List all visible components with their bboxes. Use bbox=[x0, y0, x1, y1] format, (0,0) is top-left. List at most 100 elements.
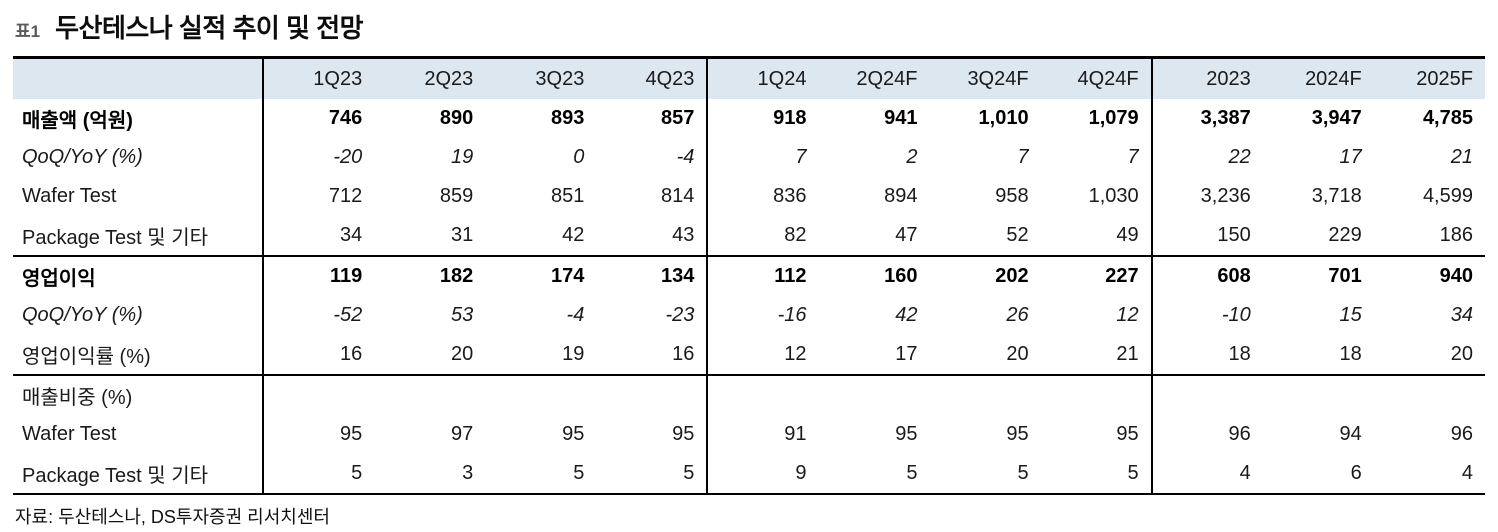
cell: 1,030 bbox=[1040, 177, 1153, 216]
column-header: 2Q23 bbox=[374, 57, 486, 99]
cell bbox=[1040, 374, 1153, 415]
row-label: 영업이익률 (%) bbox=[13, 335, 265, 375]
cell: 22 bbox=[1228, 146, 1251, 168]
row-label: Wafer Test bbox=[13, 177, 265, 216]
cell: 18 bbox=[1228, 343, 1251, 365]
cell: 95 bbox=[895, 423, 918, 445]
cell bbox=[1373, 374, 1485, 415]
cell: 3,947 bbox=[1311, 107, 1362, 129]
cell: 95 bbox=[596, 415, 709, 454]
cell: 227 bbox=[1040, 255, 1153, 296]
cell: 19 bbox=[562, 343, 585, 365]
cell: 5 bbox=[573, 462, 585, 484]
cell: 34 bbox=[339, 224, 363, 246]
table-row: QoQ/YoY (%) -20 19 0 -4 7 2 7 7 22 17 21 bbox=[13, 138, 1485, 177]
cell: 112 bbox=[707, 255, 819, 296]
cell: 6 bbox=[1350, 462, 1362, 484]
cell: 5 bbox=[1017, 462, 1029, 484]
row-label: 영업이익 bbox=[13, 255, 265, 296]
cell: 134 bbox=[596, 255, 709, 296]
column-header: 4Q24F bbox=[1040, 57, 1153, 99]
cell: 7 bbox=[1040, 138, 1153, 177]
cell: 202 bbox=[929, 255, 1041, 296]
cell: 918 bbox=[773, 107, 807, 129]
cell bbox=[1262, 374, 1374, 415]
cell: 95 bbox=[339, 423, 363, 445]
cell: 17 bbox=[1339, 146, 1362, 168]
cell: 95 bbox=[1006, 423, 1029, 445]
cell: 7 bbox=[795, 146, 807, 168]
row-label: Package Test 및 기타 bbox=[13, 454, 265, 494]
column-header: 2025F bbox=[1373, 57, 1485, 99]
cell bbox=[818, 374, 930, 415]
cell: 3,387 bbox=[1200, 107, 1251, 129]
cell: -4 bbox=[566, 304, 585, 326]
cell: 958 bbox=[995, 185, 1029, 207]
cell: 52 bbox=[1006, 224, 1029, 246]
cell: 20 bbox=[1006, 343, 1029, 365]
cell bbox=[596, 374, 709, 415]
cell bbox=[929, 374, 1041, 415]
cell: 91 bbox=[784, 423, 807, 445]
column-header: 2024F bbox=[1262, 57, 1374, 99]
cell bbox=[707, 374, 819, 415]
cell: 4 bbox=[1461, 462, 1473, 484]
cell: 18 bbox=[1339, 343, 1362, 365]
row-label: 매출비중 (%) bbox=[13, 374, 265, 415]
cell: 859 bbox=[439, 185, 474, 207]
cell: 940 bbox=[1373, 255, 1485, 296]
cell: 119 bbox=[263, 255, 375, 296]
cell: 4,785 bbox=[1422, 107, 1473, 129]
cell: 34 bbox=[1450, 304, 1473, 326]
cell: 20 bbox=[451, 343, 474, 365]
cell: -23 bbox=[596, 296, 709, 335]
cell: 9 bbox=[795, 462, 807, 484]
cell: -16 bbox=[777, 304, 807, 326]
cell: 5 bbox=[906, 462, 918, 484]
column-header: 1Q24 bbox=[707, 57, 819, 99]
cell: 7 bbox=[1017, 146, 1029, 168]
column-header: 2023 bbox=[1151, 57, 1263, 99]
cell: 96 bbox=[1228, 423, 1251, 445]
cell: 12 bbox=[1040, 296, 1153, 335]
cell: -52 bbox=[333, 304, 363, 326]
cell: 608 bbox=[1151, 255, 1263, 296]
corner-header bbox=[13, 57, 265, 99]
cell: 95 bbox=[562, 423, 585, 445]
column-header: 2Q24F bbox=[818, 57, 930, 99]
cell: 160 bbox=[818, 255, 930, 296]
cell: 182 bbox=[374, 255, 486, 296]
table-row: Package Test 및 기타 5 3 5 5 9 5 5 5 4 6 4 bbox=[13, 454, 1485, 494]
cell: 96 bbox=[1450, 423, 1473, 445]
cell: 82 bbox=[784, 224, 807, 246]
table-row: 매출액 (억원) 746 890 893 857 918 941 1,010 1,079 3,38… bbox=[13, 99, 1485, 138]
cell: 894 bbox=[884, 185, 918, 207]
cell: 836 bbox=[773, 185, 807, 207]
cell: 890 bbox=[439, 107, 474, 129]
table-number-tag: 표1 bbox=[15, 22, 41, 41]
cell: 851 bbox=[550, 185, 585, 207]
cell: 95 bbox=[1040, 415, 1153, 454]
cell: 1,079 bbox=[1040, 99, 1153, 138]
cell: 701 bbox=[1262, 255, 1374, 296]
column-header: 3Q23 bbox=[485, 57, 597, 99]
cell: 941 bbox=[884, 107, 918, 129]
cell: 42 bbox=[562, 224, 585, 246]
cell: -10 bbox=[1221, 304, 1251, 326]
column-header: 4Q23 bbox=[596, 57, 709, 99]
source-note: 자료: 두산테스나, DS투자증권 리서치센터 bbox=[15, 507, 330, 527]
cell: 5 bbox=[1040, 454, 1153, 494]
table-row: Wafer Test 95 97 95 95 91 95 95 95 96 94 96 bbox=[13, 415, 1485, 454]
cell: 2 bbox=[906, 146, 918, 168]
cell: 19 bbox=[451, 146, 474, 168]
cell: 814 bbox=[596, 177, 709, 216]
row-label: 매출액 (억원) bbox=[13, 99, 265, 138]
table-row: QoQ/YoY (%) -52 53 -4 -23 -16 42 26 12 -10 15 34 bbox=[13, 296, 1485, 335]
cell bbox=[263, 374, 375, 415]
cell: 16 bbox=[596, 335, 709, 375]
row-label: Package Test 및 기타 bbox=[13, 216, 265, 256]
row-label: QoQ/YoY (%) bbox=[13, 138, 265, 177]
cell: 712 bbox=[328, 185, 363, 207]
header-row: 1Q23 2Q23 3Q23 4Q23 1Q24 2Q24F 3Q24F 4Q24F 2023 2… bbox=[13, 57, 1485, 99]
cell: 15 bbox=[1339, 304, 1362, 326]
